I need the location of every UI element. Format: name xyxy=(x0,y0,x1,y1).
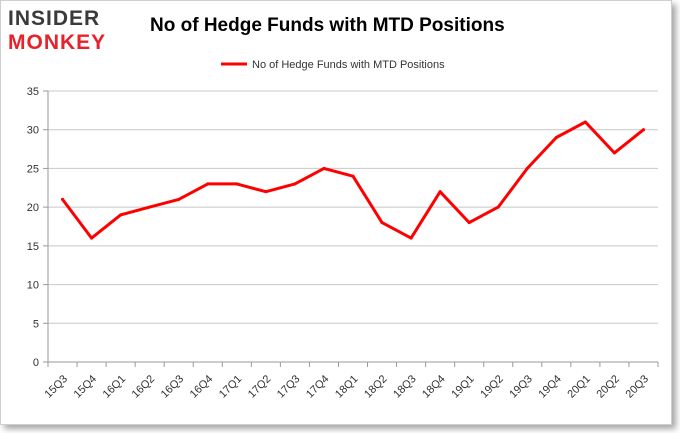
x-tick-label: 18Q2 xyxy=(362,373,390,401)
chart-title: No of Hedge Funds with MTD Positions xyxy=(150,15,505,36)
x-tick-label: 17Q2 xyxy=(246,373,274,401)
y-tick-label: 35 xyxy=(27,86,39,98)
data-point xyxy=(496,205,500,209)
insider-monkey-logo: INSIDER MONKEY xyxy=(8,6,128,56)
y-tick-label: 5 xyxy=(33,318,39,330)
x-tick-label: 15Q3 xyxy=(43,373,71,401)
data-point xyxy=(148,205,152,209)
chart-frame xyxy=(0,0,672,425)
data-point xyxy=(177,197,181,201)
data-point xyxy=(467,221,471,225)
data-point xyxy=(293,182,297,186)
y-tick-label: 25 xyxy=(27,163,39,175)
data-point xyxy=(554,135,558,139)
x-tick-label: 20Q1 xyxy=(565,373,593,401)
data-point xyxy=(583,120,587,124)
data-point xyxy=(90,236,94,240)
x-tick-label: 19Q2 xyxy=(478,373,506,401)
data-point xyxy=(612,151,616,155)
x-tick-label: 18Q3 xyxy=(391,373,419,401)
x-tick-label: 17Q1 xyxy=(217,373,245,401)
x-tick-label: 19Q3 xyxy=(507,373,535,401)
y-tick-label: 20 xyxy=(27,202,39,214)
data-point xyxy=(264,190,268,194)
y-tick-label: 10 xyxy=(27,280,39,292)
data-point xyxy=(409,236,413,240)
y-tick-label: 0 xyxy=(33,357,39,369)
logo-line-2: MONKEY xyxy=(8,31,107,54)
x-tick-label: 20Q2 xyxy=(594,373,622,401)
x-tick-label: 18Q1 xyxy=(333,373,361,401)
x-tick-label: 17Q3 xyxy=(275,373,303,401)
data-point xyxy=(322,166,326,170)
legend: No of Hedge Funds with MTD Positions xyxy=(221,59,445,71)
x-tick-label: 19Q1 xyxy=(449,373,477,401)
data-point xyxy=(206,182,210,186)
data-point xyxy=(235,182,239,186)
data-point xyxy=(380,221,384,225)
legend-label: No of Hedge Funds with MTD Positions xyxy=(252,59,445,71)
x-axis: 15Q3 15Q4 16Q1 16Q2 16Q3 16Q4 17Q1 17Q2 17Q3 17Q4… xyxy=(43,362,659,401)
x-tick-label: 15Q4 xyxy=(72,373,100,401)
data-point xyxy=(641,128,645,132)
data-point xyxy=(61,197,65,201)
x-tick-label: 16Q4 xyxy=(188,373,216,401)
data-point xyxy=(438,190,442,194)
series xyxy=(61,120,645,240)
x-tick-label: 20Q3 xyxy=(624,373,652,401)
x-tick-label: 17Q4 xyxy=(304,373,332,401)
y-tick-label: 15 xyxy=(27,241,39,253)
y-tick-label: 30 xyxy=(27,125,39,137)
data-point xyxy=(351,174,355,178)
y-axis: 0 5 10 15 20 25 30 35 xyxy=(27,86,49,369)
x-tick-label: 16Q2 xyxy=(130,373,158,401)
x-tick-label: 16Q3 xyxy=(159,373,187,401)
x-tick-label: 16Q1 xyxy=(101,373,129,401)
gridlines xyxy=(48,90,658,363)
x-tick-label: 19Q4 xyxy=(536,373,564,401)
data-point xyxy=(525,166,529,170)
data-point xyxy=(119,213,123,217)
logo-line-1: INSIDER xyxy=(8,7,101,30)
series-line xyxy=(61,120,645,240)
x-tick-label: 18Q4 xyxy=(420,373,448,401)
